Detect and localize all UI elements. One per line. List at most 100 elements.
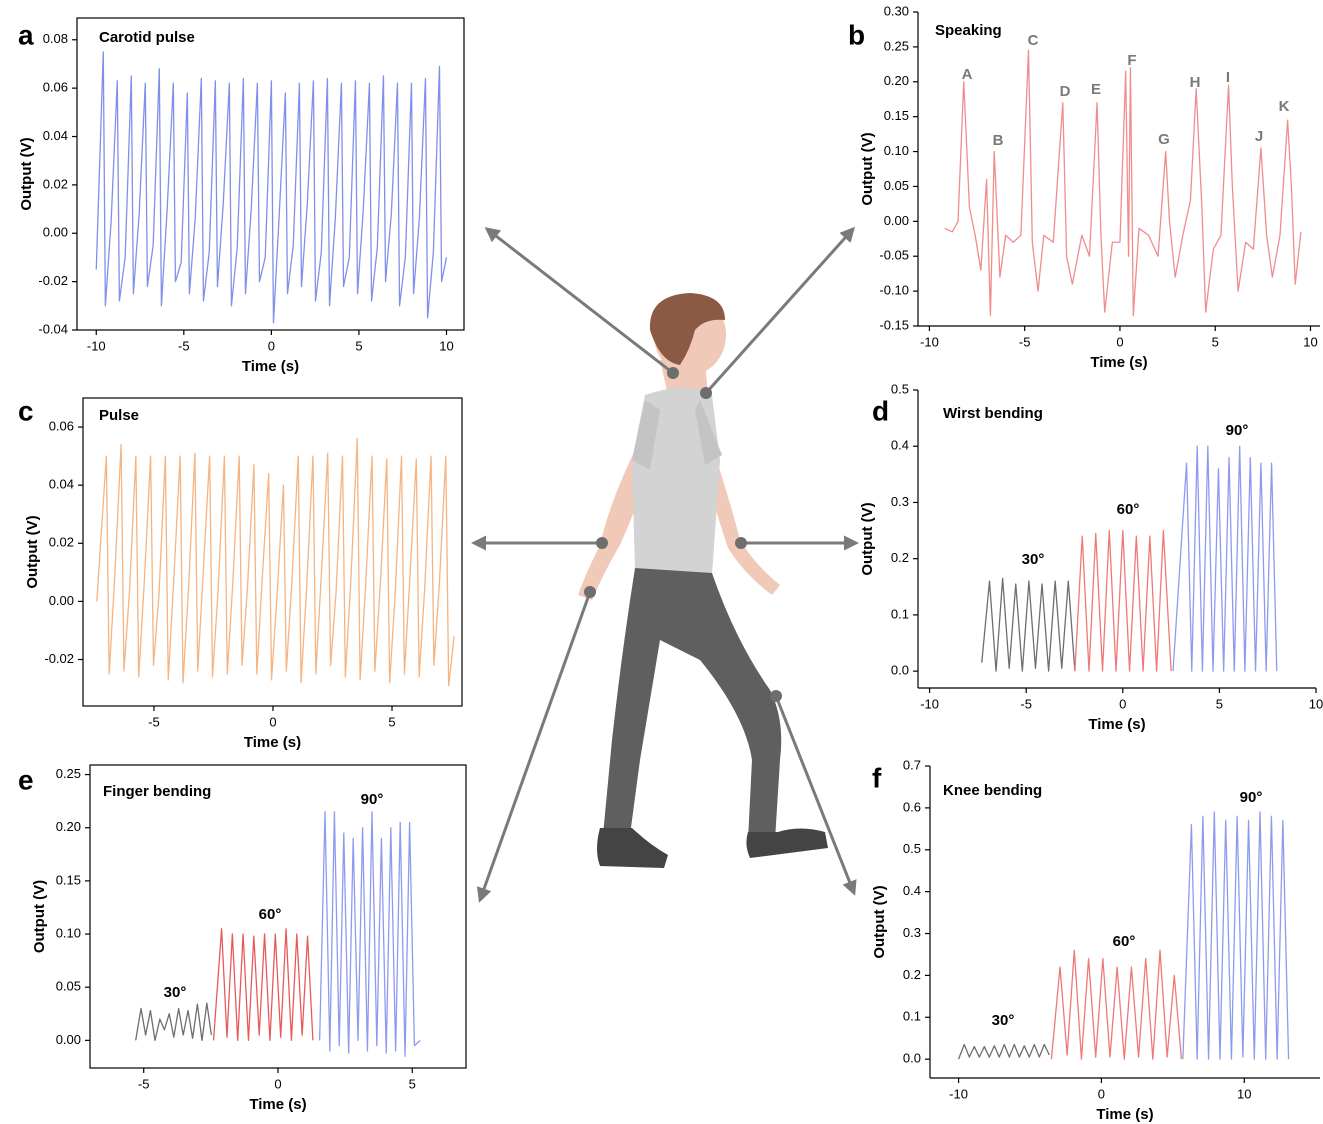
x-tick-label: -5 [148, 714, 160, 729]
y-tick-label: -0.04 [38, 321, 68, 336]
x-tick-label: -5 [1019, 334, 1031, 349]
annotation: 60° [1113, 933, 1136, 950]
y-tick-label: 0.00 [43, 225, 68, 240]
x-tick-label: 5 [355, 338, 362, 353]
annotation: C [1028, 32, 1039, 49]
y-tick-label: -0.02 [44, 651, 74, 666]
sensor-dot [700, 387, 712, 399]
chart-panel: -5 0 5 0.00 0.05 0.10 0.15 0.20 0.25 Time (s) Outp… [18, 764, 467, 1113]
y-tick-label: 0.25 [884, 38, 909, 53]
chart-title: Carotid pulse [99, 29, 195, 46]
signal-line [95, 51, 448, 324]
x-tick-label: -10 [87, 338, 106, 353]
annotation: A [962, 66, 973, 83]
annotation: 60° [259, 906, 282, 923]
y-tick-label: -0.02 [38, 273, 68, 288]
y-axis-label: Output (V) [859, 132, 876, 205]
y-axis-label: Output (V) [859, 502, 876, 575]
y-tick-label: 0.30 [884, 3, 909, 18]
chart-panel: -5 0 5 -0.02 0.00 0.02 0.04 0.06 Time (s) Output … [18, 395, 463, 751]
y-axis-label: Output (V) [24, 515, 41, 588]
chart-title: Wirst bending [943, 405, 1043, 422]
signal-line [1182, 811, 1290, 1060]
annotation: I [1226, 69, 1230, 86]
x-tick-label: -10 [949, 1086, 968, 1101]
y-tick-label: 0.0 [903, 1051, 921, 1066]
y-tick-label: 0.06 [43, 80, 68, 95]
x-tick-label: 10 [1309, 696, 1323, 711]
y-tick-label: 0.0 [891, 663, 909, 678]
x-tick-label: 5 [1212, 334, 1219, 349]
annotation: 90° [361, 791, 384, 808]
signal-line [981, 577, 1076, 672]
panel-letter: d [872, 395, 889, 426]
plot-frame [76, 17, 465, 331]
signal-line [944, 49, 1302, 317]
signal-line [135, 1002, 213, 1042]
annotation: D [1060, 83, 1071, 100]
y-tick-label: -0.15 [879, 317, 909, 332]
panel-letter: b [848, 19, 865, 50]
sensor-dot [735, 537, 747, 549]
sensor-dot [584, 586, 596, 598]
annotation: B [993, 132, 1004, 149]
chart-title: Pulse [99, 407, 139, 424]
signal-line [1074, 529, 1172, 672]
x-tick-label: 0 [1119, 696, 1126, 711]
annotation: 30° [164, 984, 187, 1001]
chart-panel: -10 0 10 0.0 0.1 0.2 0.3 0.4 0.5 0.6 0.7 Time (s) Ou… [871, 757, 1320, 1123]
y-tick-label: 0.04 [49, 477, 74, 492]
signal-line [96, 438, 455, 687]
y-tick-label: 0.10 [56, 925, 81, 940]
y-tick-label: 0.15 [56, 872, 81, 887]
y-tick-label: 0.6 [903, 799, 921, 814]
x-tick-label: 0 [1098, 1086, 1105, 1101]
y-tick-label: 0.02 [43, 176, 68, 191]
sensor-dot [770, 690, 782, 702]
y-tick-label: 0.00 [884, 213, 909, 228]
y-tick-label: 0.3 [903, 925, 921, 940]
annotation: 30° [1022, 551, 1045, 568]
y-tick-label: 0.5 [891, 381, 909, 396]
x-tick-label: 5 [409, 1076, 416, 1091]
x-tick-label: 5 [1216, 696, 1223, 711]
y-tick-label: 0.02 [49, 535, 74, 550]
connector-arrows [471, 226, 859, 903]
y-tick-label: -0.05 [879, 248, 909, 263]
y-axis-label: Output (V) [871, 885, 888, 958]
annotation: K [1279, 98, 1290, 115]
y-tick-label: 0.10 [884, 143, 909, 158]
arrow [774, 695, 857, 896]
y-tick-label: 0.3 [891, 494, 909, 509]
panel-letter: e [18, 764, 34, 795]
chart-panel: -10 -5 0 5 10 -0.15 -0.10 -0.05 0.00 0.05 0.10 0.15… [848, 3, 1320, 371]
x-tick-label: -10 [920, 334, 939, 349]
annotation: J [1255, 128, 1263, 145]
x-tick-label: 0 [268, 338, 275, 353]
annotation: 60° [1117, 501, 1140, 518]
y-tick-label: 0.5 [903, 841, 921, 856]
y-tick-label: 0.25 [56, 766, 81, 781]
y-tick-label: 0.2 [891, 550, 909, 565]
sensor-dot [596, 537, 608, 549]
x-tick-label: -10 [920, 696, 939, 711]
x-tick-label: 10 [1237, 1086, 1251, 1101]
sensor-dot [667, 367, 679, 379]
x-axis-label: Time (s) [1090, 354, 1147, 371]
chart-panel: -10 -5 0 5 10 0.0 0.1 0.2 0.3 0.4 0.5 Time (s) Outpu… [859, 381, 1323, 733]
y-tick-label: 0.05 [56, 979, 81, 994]
y-tick-label: 0.4 [891, 438, 909, 453]
y-tick-label: 0.05 [884, 178, 909, 193]
y-tick-label: -0.10 [879, 283, 909, 298]
y-tick-label: 0.1 [903, 1009, 921, 1024]
x-tick-label: -5 [1020, 696, 1032, 711]
annotation: F [1127, 52, 1136, 69]
x-axis-label: Time (s) [249, 1096, 306, 1113]
annotation: H [1190, 74, 1201, 91]
annotation: 30° [992, 1012, 1015, 1029]
x-tick-label: 10 [439, 338, 453, 353]
x-axis-label: Time (s) [1088, 716, 1145, 733]
y-tick-label: 0.1 [891, 606, 909, 621]
x-tick-label: 10 [1303, 334, 1317, 349]
